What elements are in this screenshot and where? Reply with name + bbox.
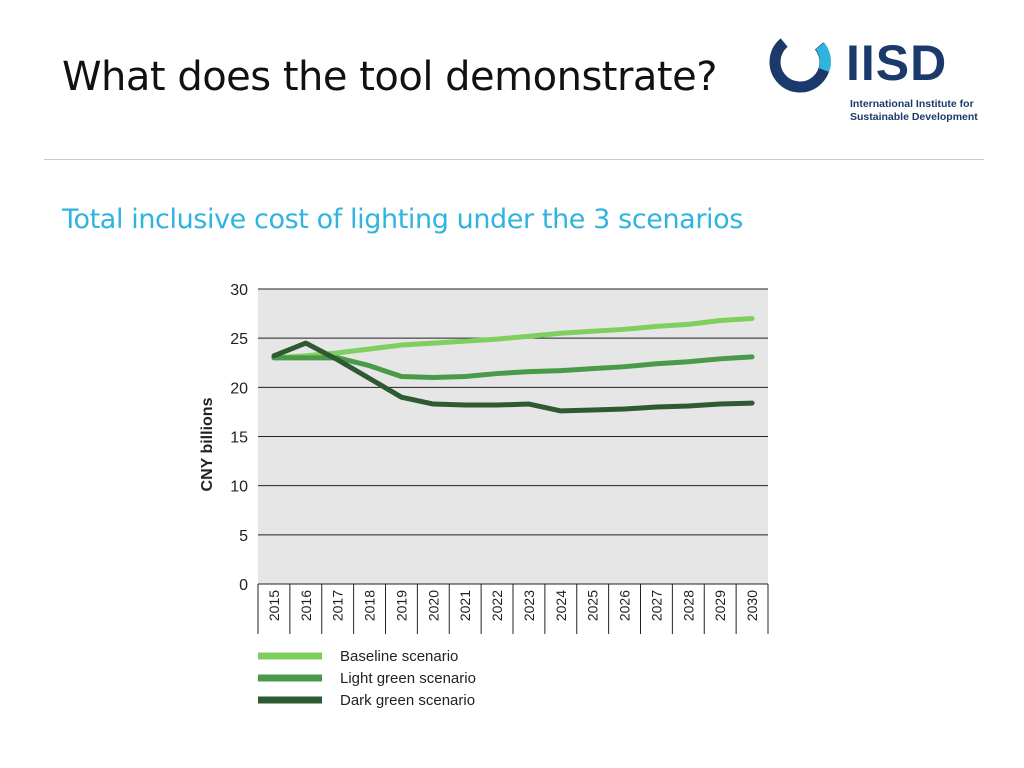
slide-title: What does the tool demonstrate? — [62, 54, 717, 100]
series-line-1 — [271, 316, 755, 361]
x-tick-label: 2018 — [362, 590, 378, 621]
x-tick-label: 2025 — [585, 590, 601, 621]
iisd-ring-icon — [769, 31, 831, 93]
x-tick-label: 2020 — [425, 590, 441, 621]
x-tick-label: 2019 — [393, 590, 409, 621]
legend-label: Dark green scenario — [340, 692, 475, 709]
chart-subtitle: Total inclusive cost of lighting under t… — [62, 204, 743, 235]
x-tick-label: 2021 — [457, 590, 473, 621]
x-tick-label: 2027 — [648, 590, 664, 621]
x-tick-label: 2029 — [712, 590, 728, 621]
x-tick-label: 2030 — [744, 590, 760, 621]
legend-label: Baseline scenario — [340, 648, 458, 665]
x-axis-ticks: 2015 2016 2017 2018 2019 2020 2021 2022 2023 2024… — [266, 590, 760, 621]
x-tick-label: 2023 — [521, 590, 537, 621]
logo-line-1: International Institute for — [850, 98, 974, 110]
series-line-2 — [271, 354, 755, 380]
legend-label: Light green scenario — [340, 670, 476, 687]
iisd-logo: IISD International Institute for Sustain… — [766, 28, 986, 124]
series-line-3 — [271, 340, 755, 414]
y-tick-label: 20 — [230, 380, 248, 397]
logo-line-2: Sustainable Development — [850, 111, 978, 123]
y-axis-ticks: 0 5 10 15 20 25 30 — [230, 282, 248, 594]
y-tick-label: 30 — [230, 282, 248, 299]
y-tick-label: 0 — [239, 577, 248, 594]
x-tick-label: 2022 — [489, 590, 505, 621]
y-axis-label: CNY billions — [199, 397, 216, 491]
title-divider — [44, 159, 984, 160]
y-tick-label: 5 — [239, 528, 248, 545]
x-tick-label: 2024 — [553, 590, 569, 621]
y-tick-label: 25 — [230, 331, 248, 348]
legend: Baseline scenario Light green scenario Dar… — [258, 648, 476, 709]
logo-wordmark: IISD — [846, 35, 948, 91]
x-tick-label: 2015 — [266, 590, 282, 621]
x-tick-label: 2028 — [680, 590, 696, 621]
x-tick-label: 2026 — [617, 590, 633, 621]
x-tick-label: 2017 — [330, 590, 346, 621]
y-tick-label: 10 — [230, 479, 248, 496]
y-tick-label: 15 — [230, 430, 248, 447]
series-lines — [271, 316, 755, 414]
x-tick-label: 2016 — [298, 590, 314, 621]
